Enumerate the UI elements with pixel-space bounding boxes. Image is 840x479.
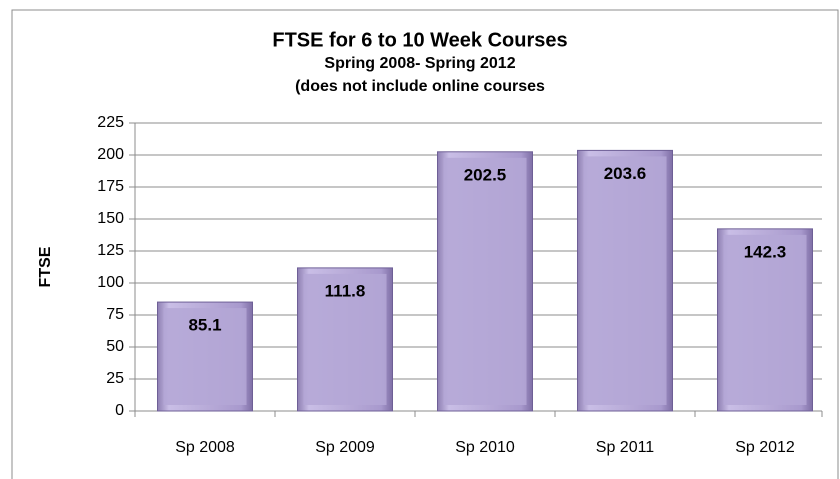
chart-subtitle: (does not include online courses xyxy=(295,78,545,95)
x-tick-label: Sp 2012 xyxy=(735,439,795,456)
y-tick-label: 200 xyxy=(97,146,124,163)
bar-bevel xyxy=(723,234,807,405)
bar-bevel xyxy=(303,273,387,405)
x-tick-label: Sp 2010 xyxy=(455,439,515,456)
chart-subtitle: Spring 2008- Spring 2012 xyxy=(324,55,515,72)
y-tick-label: 175 xyxy=(97,178,124,195)
data-label: 85.1 xyxy=(188,316,221,335)
y-tick-label: 125 xyxy=(97,242,124,259)
data-label: 202.5 xyxy=(464,165,507,184)
bar xyxy=(437,151,533,412)
bar xyxy=(577,149,673,412)
chart-title: FTSE for 6 to 10 Week Courses xyxy=(272,29,567,51)
y-axis-label: FTSE xyxy=(37,246,54,287)
y-tick-label: 150 xyxy=(97,210,124,227)
y-tick-label: 25 xyxy=(106,370,124,387)
data-label: 203.6 xyxy=(604,164,647,183)
data-label: 111.8 xyxy=(325,281,366,300)
y-tick-label: 0 xyxy=(115,402,124,419)
bar-bevel xyxy=(163,308,247,405)
bar-bevel xyxy=(443,157,527,405)
x-tick-label: Sp 2011 xyxy=(596,439,655,456)
y-tick-label: 75 xyxy=(106,306,124,323)
bar xyxy=(717,228,813,412)
bar-bevel xyxy=(583,156,667,405)
y-tick-label: 100 xyxy=(97,274,124,291)
y-tick-label: 50 xyxy=(106,338,124,355)
y-tick-label: 225 xyxy=(97,114,124,131)
chart-frame xyxy=(11,9,839,479)
data-label: 142.3 xyxy=(744,242,787,261)
bar xyxy=(157,301,253,412)
x-tick-label: Sp 2008 xyxy=(175,439,235,456)
x-tick-label: Sp 2009 xyxy=(315,439,375,456)
bar xyxy=(297,267,393,412)
